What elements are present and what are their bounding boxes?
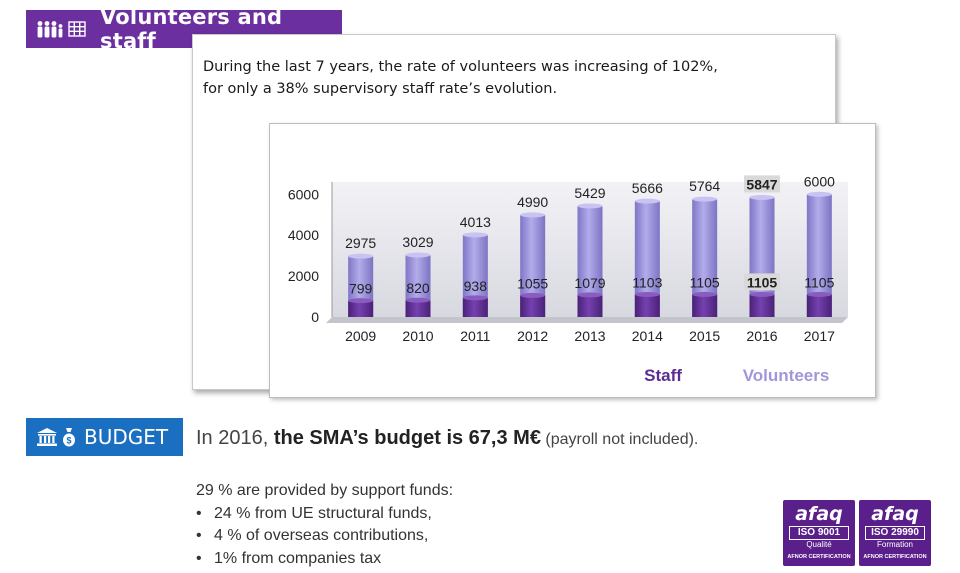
bar-staff-top xyxy=(577,292,603,298)
data-label-volunteers: 4013 xyxy=(460,214,491,230)
bar-staff xyxy=(749,294,775,317)
data-label-volunteers: 4990 xyxy=(517,194,548,210)
data-label-volunteers: 5429 xyxy=(574,185,605,201)
money-bag-icon: $ xyxy=(63,428,75,447)
data-label-volunteers: 5764 xyxy=(689,178,720,194)
data-label-volunteers: 3029 xyxy=(402,234,433,250)
chart-floor xyxy=(326,317,848,323)
badge-label: Formation xyxy=(876,540,913,549)
bar-staff xyxy=(692,294,718,317)
badge-brand: afaq xyxy=(871,503,919,525)
budget-statement: In 2016, the SMA’s budget is 67,3 M€ (pa… xyxy=(196,427,698,450)
data-label-highlight xyxy=(744,175,780,193)
bar-staff-top xyxy=(692,291,718,297)
bar-staff-top xyxy=(462,295,488,301)
badge-standard: ISO 29990 xyxy=(865,526,925,540)
bar-staff xyxy=(462,297,488,317)
budget-note: (payroll not included). xyxy=(540,431,699,448)
bar-volunteers-top xyxy=(692,196,718,202)
bar-staff xyxy=(806,294,832,317)
bar-staff xyxy=(634,294,660,317)
funds-item: 1% from companies tax xyxy=(196,548,453,571)
svg-text:$: $ xyxy=(66,436,71,446)
bar-staff-top xyxy=(749,291,775,297)
budget-section-header: $ BUDGET xyxy=(26,418,183,456)
data-label-staff: 799 xyxy=(349,281,373,297)
bar-volunteers-top xyxy=(806,191,832,197)
x-tick-label: 2010 xyxy=(402,328,433,344)
bar-staff-top xyxy=(405,297,431,303)
data-label-staff: 1079 xyxy=(574,275,605,291)
badge-standard: ISO 9001 xyxy=(789,526,849,540)
data-label-volunteers: 2975 xyxy=(345,235,376,251)
funds-list: 24 % from UE structural funds, 4 % of ov… xyxy=(196,503,453,571)
people-icon xyxy=(37,21,63,38)
bar-staff-top xyxy=(634,291,660,297)
x-tick-label: 2014 xyxy=(632,328,663,344)
bar-staff-top xyxy=(348,298,374,304)
badge-label: Qualité xyxy=(806,540,832,549)
bar-volunteers-top xyxy=(749,194,775,200)
legend-staff: Staff xyxy=(644,366,682,385)
bar-volunteers-top xyxy=(348,253,374,259)
data-label-staff: 1105 xyxy=(690,274,720,290)
badge-brand: afaq xyxy=(795,503,843,525)
bar-staff xyxy=(405,300,431,317)
budget-amount: the SMA’s budget is 67,3 M€ xyxy=(273,427,541,449)
legend-volunteers: Volunteers xyxy=(743,366,830,385)
y-tick-label: 4000 xyxy=(288,227,319,243)
bar-staff xyxy=(577,294,603,317)
bar-volunteers-top xyxy=(520,212,546,218)
x-tick-label: 2015 xyxy=(689,328,720,344)
bar-volunteers-top xyxy=(634,198,660,204)
data-label-staff: 1055 xyxy=(517,275,548,291)
data-label-staff: 1103 xyxy=(632,274,662,290)
section-icons xyxy=(36,20,86,38)
y-tick-label: 6000 xyxy=(288,186,319,202)
x-tick-label: 2012 xyxy=(517,328,548,344)
volunteers-section-title: Volunteers and staff xyxy=(100,5,283,53)
data-label-highlight xyxy=(744,273,780,291)
funds-item: 4 % of overseas contributions, xyxy=(196,525,453,548)
bar-volunteers-top xyxy=(462,232,488,238)
funds-title: 29 % are provided by support funds: xyxy=(196,482,454,499)
bar-staff-top xyxy=(806,291,832,297)
afaq-iso29990-badge: afaq ISO 29990 Formation AFNOR CERTIFICA… xyxy=(859,500,931,566)
bar-volunteers-top xyxy=(577,203,603,209)
intro-line-1: During the last 7 years, the rate of vol… xyxy=(203,59,718,75)
badge-certifier: AFNOR CERTIFICATION xyxy=(863,554,927,560)
volunteers-section-header: Volunteers and staff xyxy=(26,5,342,53)
grid-icon xyxy=(68,21,86,37)
funds-breakdown: 29 % are provided by support funds: 24 %… xyxy=(196,480,453,570)
chart-card: 0 2000 4000 6000 2975 799 2009 3029 820 2010 4013 9… xyxy=(269,123,876,398)
stacked-bar-chart: 0 2000 4000 6000 2975 799 2009 3029 820 2010 4013 9… xyxy=(288,173,848,385)
budget-prefix: In 2016, xyxy=(196,427,274,449)
y-tick-label: 0 xyxy=(311,309,319,325)
intro-text: During the last 7 years, the rate of vol… xyxy=(203,56,718,100)
data-label-staff: 1105 xyxy=(747,274,778,290)
x-tick-label: 2013 xyxy=(574,328,605,344)
funds-item: 24 % from UE structural funds, xyxy=(196,503,453,526)
bar-volunteers-top xyxy=(405,252,431,258)
data-label-staff: 938 xyxy=(464,278,488,294)
data-label-staff: 820 xyxy=(406,280,430,296)
intro-line-2: for only a 38% supervisory staff rate’s … xyxy=(203,81,558,97)
badge-certifier: AFNOR CERTIFICATION xyxy=(787,554,851,560)
data-label-volunteers: 5847 xyxy=(746,176,777,192)
x-tick-label: 2009 xyxy=(345,328,376,344)
bank-icon xyxy=(37,428,57,446)
bar-staff-top xyxy=(520,292,546,298)
afaq-iso9001-badge: afaq ISO 9001 Qualité AFNOR CERTIFICATIO… xyxy=(783,500,855,566)
data-label-volunteers: 5666 xyxy=(632,180,663,196)
data-label-staff: 1105 xyxy=(804,274,834,290)
bar-staff xyxy=(348,300,374,317)
bar-staff xyxy=(520,295,546,317)
budget-section-title: BUDGET xyxy=(84,425,169,449)
y-tick-label: 2000 xyxy=(288,268,319,284)
x-tick-label: 2016 xyxy=(746,328,777,344)
data-label-volunteers: 6000 xyxy=(804,173,835,189)
x-tick-label: 2011 xyxy=(460,328,490,344)
x-tick-label: 2017 xyxy=(804,328,835,344)
